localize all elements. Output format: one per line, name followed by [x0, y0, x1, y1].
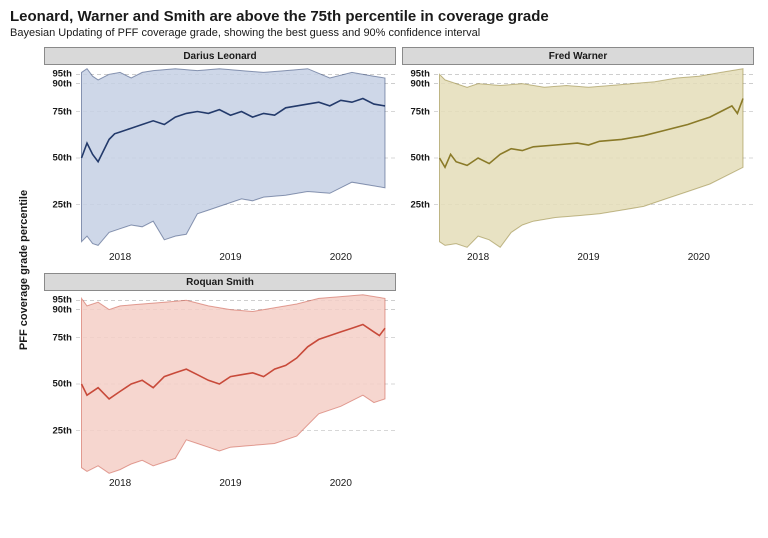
y-tick-label: 50th	[410, 153, 430, 164]
y-tick-label: 95th	[410, 69, 430, 80]
x-axis: 2018 2019 2020	[44, 251, 396, 267]
facet-grid: PFF coverage grade percentile Darius Leo…	[10, 47, 758, 493]
plot-area	[76, 291, 396, 477]
figure-subtitle: Bayesian Updating of PFF coverage grade,…	[10, 27, 758, 39]
y-tick-label: 25th	[410, 199, 430, 210]
y-tick-label: 75th	[52, 106, 72, 117]
figure: Leonard, Warner and Smith are above the …	[0, 0, 768, 538]
plot-wrap: 25th50th75th90th95th	[402, 65, 754, 251]
panel-title: Roquan Smith	[44, 273, 396, 291]
x-axis: 2018 2019 2020	[44, 477, 396, 493]
y-tick-label: 50th	[52, 379, 72, 390]
x-tick-label: 2018	[109, 478, 131, 489]
y-axis-label-cell: PFF coverage grade percentile	[10, 47, 38, 493]
y-ticks: 25th50th75th90th95th	[44, 65, 76, 251]
panel-title: Darius Leonard	[44, 47, 396, 65]
y-tick-label: 75th	[410, 106, 430, 117]
x-tick-label: 2019	[219, 478, 241, 489]
y-tick-label: 50th	[52, 153, 72, 164]
y-tick-label: 95th	[52, 295, 72, 306]
y-ticks: 25th50th75th90th95th	[44, 291, 76, 477]
y-ticks: 25th50th75th90th95th	[402, 65, 434, 251]
y-tick-label: 25th	[52, 425, 72, 436]
plot-area	[76, 65, 396, 251]
x-tick-label: 2019	[577, 252, 599, 263]
x-tick-label: 2020	[330, 252, 352, 263]
y-axis-label: PFF coverage grade percentile	[18, 190, 30, 350]
x-axis: 2018 2019 2020	[402, 251, 754, 267]
panel-leonard: Darius Leonard 25th50th75th90th95th 2018…	[44, 47, 396, 267]
y-tick-label: 25th	[52, 199, 72, 210]
figure-title: Leonard, Warner and Smith are above the …	[10, 8, 758, 25]
panel-warner: Fred Warner 25th50th75th90th95th 2018201…	[402, 47, 754, 267]
x-ticks: 2018 2019 2020	[76, 251, 396, 267]
y-tick-label: 95th	[52, 69, 72, 80]
panel-title: Fred Warner	[402, 47, 754, 65]
x-ticks: 2018 2019 2020	[434, 251, 754, 267]
y-tick-label: 75th	[52, 332, 72, 343]
x-ticks: 2018 2019 2020	[76, 477, 396, 493]
x-tick-label: 2018	[467, 252, 489, 263]
plot-area	[434, 65, 754, 251]
x-tick-label: 2020	[330, 478, 352, 489]
x-tick-label: 2020	[688, 252, 710, 263]
x-tick-label: 2019	[219, 252, 241, 263]
plot-wrap: 25th50th75th90th95th	[44, 291, 396, 477]
x-tick-label: 2018	[109, 252, 131, 263]
panel-smith: Roquan Smith 25th50th75th90th95th 201820…	[44, 273, 396, 493]
plot-wrap: 25th50th75th90th95th	[44, 65, 396, 251]
